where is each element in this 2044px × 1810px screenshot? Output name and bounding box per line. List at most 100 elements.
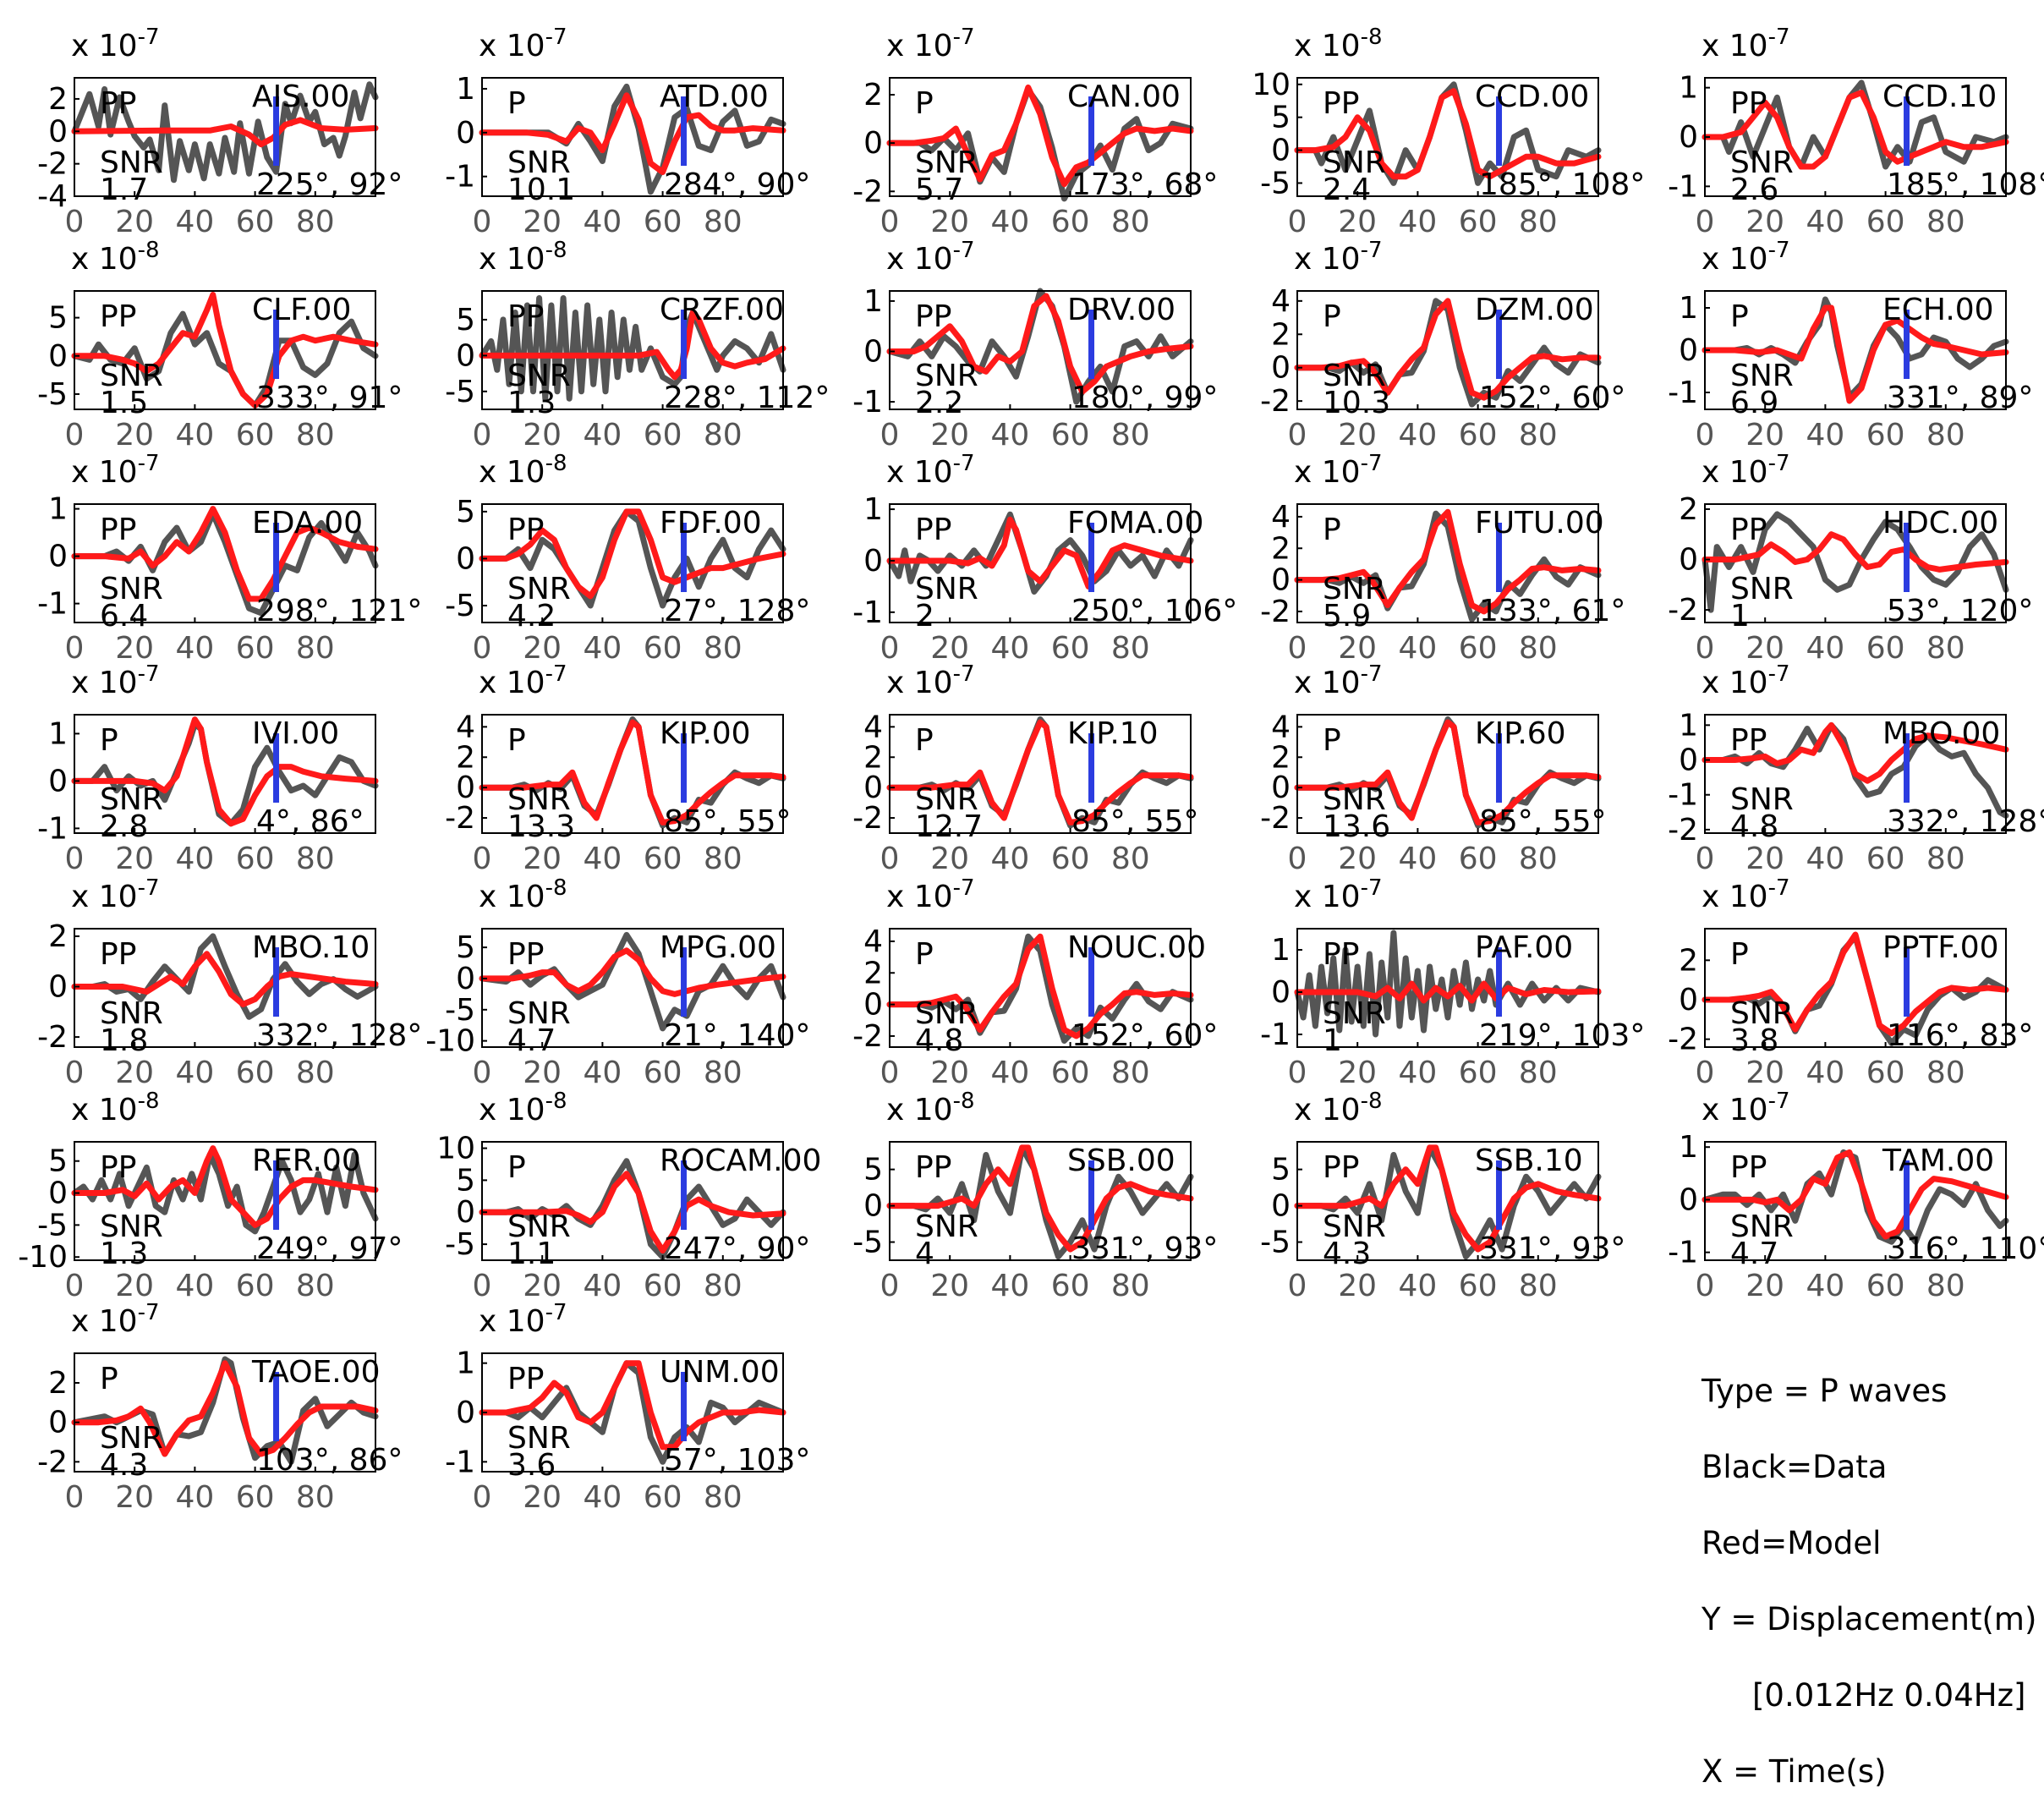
phase-label: PP: [507, 513, 544, 547]
x-tick-label: 80: [1111, 1269, 1150, 1303]
y-tick-label: -2: [1260, 384, 1291, 419]
station-label: ECH.00: [1882, 293, 1994, 327]
y-tick-label: 0: [863, 126, 883, 161]
x-tick-label: 60: [236, 1056, 275, 1090]
y-tick-label: 4: [1271, 710, 1291, 744]
snr-label: SNR: [100, 996, 163, 1031]
snr-value: 1.7: [100, 173, 148, 207]
y-tick-label: -1: [445, 160, 475, 195]
az-dist-label: 331°, 93°: [1071, 1231, 1218, 1266]
model-trace: [886, 84, 1194, 188]
model-trace: [886, 933, 1194, 1039]
y-tick-label: 5: [48, 301, 68, 336]
az-dist-label: 152°, 60°: [1479, 381, 1625, 415]
y-tick-label: -1: [37, 811, 68, 846]
y-tick-label: 5: [456, 303, 475, 337]
x-tick-label: 0: [473, 1480, 492, 1515]
snr-value: 4.7: [1730, 1237, 1778, 1271]
x-tick-label: 40: [1806, 1269, 1844, 1303]
exponent-label: x 10-7: [1294, 875, 1383, 914]
phase-label: PP: [1323, 1150, 1359, 1185]
x-tick-label: 0: [880, 205, 900, 239]
exponent-label: x 10-8: [479, 1089, 567, 1127]
y-tick-label: 10: [436, 1132, 475, 1166]
phase-label: P: [507, 723, 526, 758]
axes-frame: [889, 928, 1192, 1048]
y-tick-label: 0: [48, 339, 68, 374]
snr-value: 2.8: [100, 809, 148, 844]
snr-label: SNR: [915, 572, 978, 606]
y-tick-label: 2: [48, 1366, 68, 1401]
model-trace: [479, 92, 786, 175]
az-dist-label: 116°, 83°: [1887, 1018, 2033, 1053]
model-trace: [479, 947, 786, 997]
snr-value: 13.3: [507, 809, 575, 844]
az-dist-label: 53°, 120°: [1887, 594, 2033, 628]
az-dist-label: 250°, 106°: [1071, 594, 1237, 628]
phase-label: PP: [1730, 513, 1767, 547]
axes-frame: [1296, 290, 1599, 410]
x-tick-label: 60: [644, 205, 682, 239]
phase-label: P: [507, 1150, 526, 1185]
model-trace: [71, 1145, 379, 1228]
x-tick-label: 0: [473, 418, 492, 452]
snr-value: 4.3: [1323, 1237, 1371, 1271]
x-tick-label: 0: [1288, 1056, 1307, 1090]
y-tick-label: 0: [456, 1195, 475, 1230]
model-trace: [1702, 90, 2009, 170]
snr-label: SNR: [915, 1209, 978, 1244]
data-trace: [1294, 510, 1602, 623]
x-tick-label: 60: [236, 842, 275, 876]
y-tick-label: 0: [1271, 771, 1291, 805]
model-trace: [479, 310, 786, 381]
station-label: HDC.00: [1882, 506, 1998, 540]
x-tick-label: 0: [880, 1269, 900, 1303]
az-dist-label: 219°, 103°: [1479, 1018, 1645, 1053]
axes-frame: [481, 928, 784, 1048]
axes-frame: [74, 928, 376, 1048]
snr-value: 1.8: [100, 1023, 148, 1058]
phase-label: P: [1323, 299, 1341, 334]
station-label: MPG.00: [660, 930, 776, 965]
station-label: MBO.00: [1882, 716, 2000, 751]
y-tick-label: -2: [37, 1445, 68, 1479]
y-tick-label: 4: [863, 924, 883, 959]
x-tick-label: 40: [1806, 631, 1844, 666]
x-tick-label: 60: [1051, 1269, 1090, 1303]
data-trace: [1294, 1144, 1602, 1260]
axes-frame: [889, 77, 1192, 197]
y-tick-label: -10: [425, 1024, 475, 1059]
x-tick-label: 20: [523, 631, 562, 666]
x-tick-label: 40: [1398, 842, 1437, 876]
az-dist-label: 331°, 89°: [1887, 381, 2033, 415]
az-dist-label: 173°, 68°: [1071, 167, 1218, 202]
x-tick-label: 20: [930, 418, 969, 452]
x-tick-label: 20: [523, 1056, 562, 1090]
exponent-label: x 10-8: [479, 875, 567, 914]
y-tick-label: 2: [863, 78, 883, 112]
y-tick-label: 4: [456, 710, 475, 744]
snr-value: 5.7: [915, 173, 963, 207]
axes-frame: [481, 290, 784, 410]
snr-label: SNR: [507, 359, 571, 393]
y-tick-label: -2: [1668, 593, 1698, 628]
exponent-label: x 10-7: [1702, 661, 1790, 700]
x-tick-label: 40: [990, 631, 1029, 666]
az-dist-label: 4°, 86°: [256, 804, 364, 839]
axes-frame: [1704, 714, 2007, 834]
x-tick-label: 20: [930, 1056, 969, 1090]
az-dist-label: 21°, 140°: [664, 1018, 810, 1053]
x-tick-label: 20: [930, 205, 969, 239]
y-tick-label: 0: [1271, 975, 1291, 1010]
exponent-label: x 10-7: [1702, 25, 1790, 63]
x-tick-label: 60: [1866, 631, 1905, 666]
